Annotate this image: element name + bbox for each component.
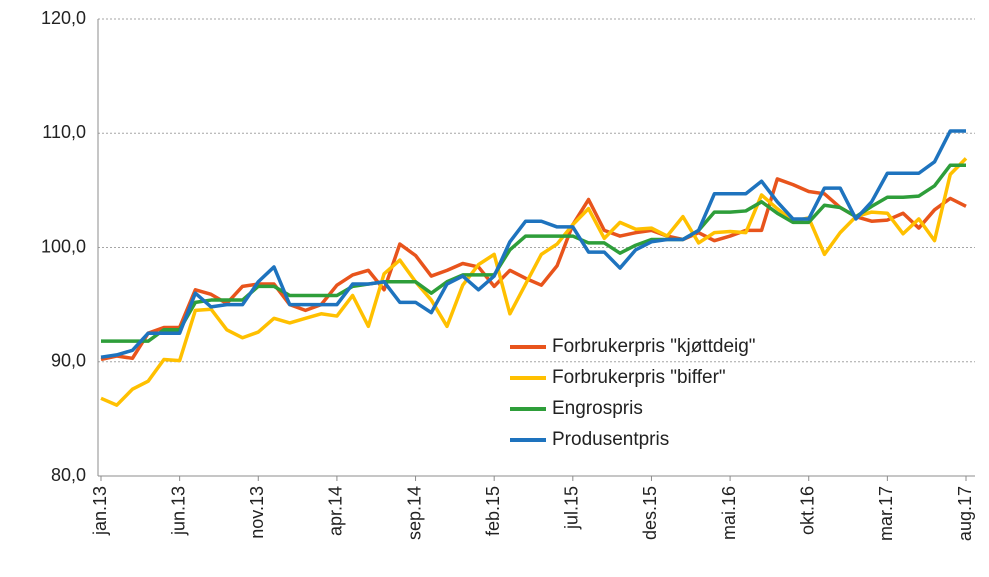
x-tick-label: jun.13 (168, 486, 188, 536)
y-tick-label: 80,0 (51, 465, 86, 485)
x-tick-label: mar.17 (876, 486, 896, 541)
x-tick-label: aug.17 (955, 486, 975, 541)
legend-label: Forbrukerpris "kjøttdeig" (552, 336, 756, 357)
x-tick-label: nov.13 (247, 486, 267, 539)
series-line (100, 129, 966, 359)
x-tick-label: jul.15 (562, 486, 582, 530)
legend-label: Engrospris (552, 398, 643, 419)
legend-label: Forbrukerpris "biffer" (552, 367, 726, 388)
x-tick-label: mai.16 (719, 486, 739, 540)
y-tick-label: 90,0 (51, 351, 86, 371)
series-line (100, 157, 968, 407)
x-tick-label: apr.14 (326, 486, 346, 536)
x-tick-label: jan.13 (90, 486, 110, 536)
y-tick-label: 120,0 (41, 8, 86, 28)
y-tick-label: 110,0 (42, 122, 86, 142)
x-tick-label: okt.16 (797, 486, 817, 535)
x-tick-label: sep.14 (404, 486, 424, 540)
y-tick-label: 100,0 (41, 236, 86, 256)
series-line (101, 163, 966, 343)
legend-label: Produsentpris (552, 429, 669, 450)
x-tick-label: feb.15 (483, 486, 503, 536)
x-tick-label: des.15 (640, 486, 660, 540)
